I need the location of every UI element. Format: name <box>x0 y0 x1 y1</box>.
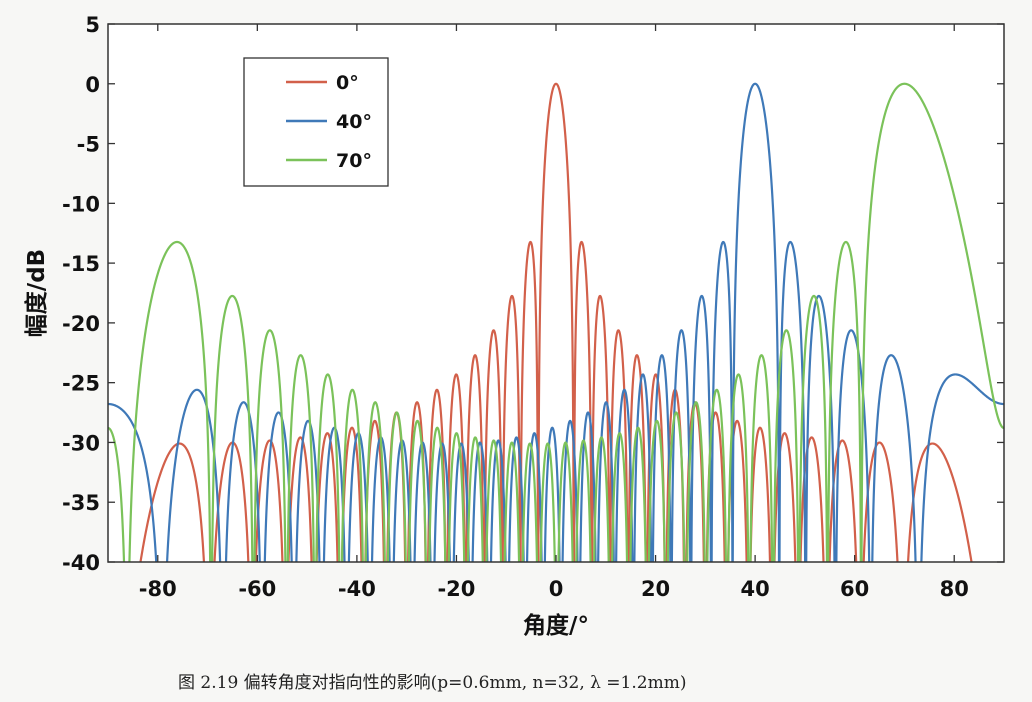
x-tick-label: 80 <box>940 577 969 601</box>
x-tick-label: 20 <box>641 577 670 601</box>
x-tick-label: -40 <box>338 577 376 601</box>
series-line-40 <box>108 82 1004 562</box>
y-tick-label: -25 <box>62 372 100 396</box>
y-tick-label: -5 <box>77 133 100 157</box>
legend-label: 70° <box>336 150 372 172</box>
x-tick-label: -20 <box>437 577 475 601</box>
x-tick-label: 60 <box>840 577 869 601</box>
x-tick-label: -60 <box>238 577 276 601</box>
y-axis-ticks: 5 0 -5 -10 -15 -20 -25 -30 -35 -40 <box>62 13 1004 575</box>
x-tick-label: -80 <box>139 577 177 601</box>
legend-items: 0° 40° 70° <box>286 72 372 172</box>
y-tick-label: -20 <box>62 312 100 336</box>
y-tick-label: -40 <box>62 551 100 575</box>
y-tick-label: 5 <box>85 13 100 37</box>
legend-label: 40° <box>336 111 372 133</box>
x-axis-ticks: -80 -60 -40 -20 0 20 40 60 80 <box>139 24 969 601</box>
y-tick-label: -35 <box>62 491 100 515</box>
series-line-0 <box>139 82 973 562</box>
y-tick-label: 0 <box>85 73 100 97</box>
y-tick-label: -10 <box>62 192 100 216</box>
figure-caption: 图 2.19 偏转角度对指向性的影响(p=0.6mm, n=32, λ =1.2… <box>178 673 686 693</box>
x-tick-label: 40 <box>740 577 769 601</box>
x-tick-label: 0 <box>549 577 564 601</box>
y-tick-label: -30 <box>62 431 100 455</box>
curves <box>108 82 1004 562</box>
legend: 0° 40° 70° <box>243 57 389 187</box>
x-axis-label: 角度/° <box>523 612 589 639</box>
legend-label: 0° <box>336 72 359 94</box>
y-tick-label: -15 <box>62 252 100 276</box>
series-line-70 <box>108 82 1004 562</box>
y-axis-label: 幅度/dB <box>23 249 50 337</box>
plot-area: -80 -60 -40 -20 0 20 40 60 80 5 0 -5 -10 -15 -20 -25 -3… <box>62 13 1005 601</box>
